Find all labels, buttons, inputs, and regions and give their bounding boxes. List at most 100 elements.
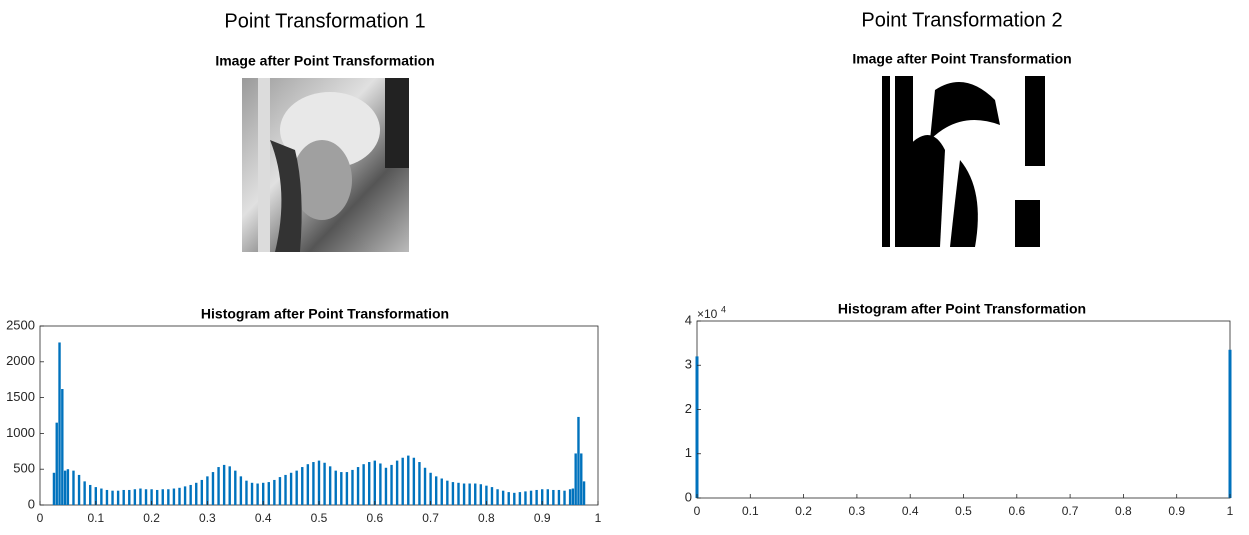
bar [245, 480, 248, 505]
bar [278, 477, 282, 505]
y-tick-label: 2 [685, 401, 692, 416]
bar [368, 462, 371, 505]
bar [379, 463, 382, 505]
y-tick-label: 1 [685, 445, 692, 460]
bar [552, 489, 555, 505]
bar [94, 487, 97, 505]
bar [423, 467, 427, 505]
y-tick-label: 1000 [6, 425, 35, 440]
x-tick-label: 1 [1227, 504, 1234, 518]
bar [468, 483, 471, 505]
bar [189, 484, 192, 505]
bar [55, 422, 58, 505]
bar [128, 489, 131, 505]
bar [695, 356, 699, 498]
y-multiplier-exponent: 4 [721, 304, 726, 314]
bar [356, 467, 360, 505]
bar [312, 462, 315, 505]
bar [568, 489, 572, 505]
bar [395, 460, 399, 505]
bar [228, 466, 231, 505]
bar [239, 476, 243, 505]
bar [317, 460, 321, 505]
y-tick-label: 2000 [6, 353, 35, 368]
bar [122, 489, 125, 505]
bar [577, 416, 580, 505]
bar [451, 482, 455, 505]
bar [362, 464, 365, 505]
bar [334, 470, 337, 505]
bar [295, 470, 298, 505]
bar [457, 482, 460, 505]
bar [133, 489, 137, 505]
bar [234, 470, 237, 505]
bar [485, 485, 488, 505]
x-tick-label: 0.4 [255, 511, 272, 525]
x-tick-label: 0 [37, 511, 44, 525]
bar [557, 489, 561, 505]
bar [462, 483, 466, 505]
bar [167, 489, 170, 505]
bar [345, 472, 349, 505]
x-tick-label: 0.7 [1062, 504, 1079, 518]
x-tick-label: 0 [694, 504, 701, 518]
bar [535, 489, 538, 505]
image-title: Image after Point Transformation [215, 53, 434, 69]
bar [200, 479, 204, 505]
bar [222, 464, 226, 505]
figure-title: Point Transformation 2 [861, 9, 1062, 31]
bar [52, 472, 56, 505]
figure-title: Point Transformation 1 [224, 10, 425, 32]
bar [217, 467, 220, 505]
image-1 [242, 78, 409, 252]
x-tick-label: 0.1 [742, 504, 759, 518]
y-tick-label: 500 [13, 461, 35, 476]
bar [541, 489, 544, 505]
bar [446, 480, 449, 505]
bar [58, 342, 61, 505]
bar [100, 488, 103, 505]
bar [289, 472, 293, 505]
bar [195, 482, 198, 505]
bar [63, 470, 67, 505]
image-2 [882, 76, 1045, 247]
bar [262, 482, 265, 505]
x-tick-label: 0.2 [795, 504, 812, 518]
bar [111, 490, 114, 505]
bar [351, 469, 354, 505]
y-tick-label: 3 [685, 357, 692, 372]
bar [496, 489, 499, 505]
x-tick-label: 0.9 [1168, 504, 1185, 518]
x-tick-label: 0.9 [534, 511, 551, 525]
y-tick-label: 2500 [6, 317, 35, 332]
bar [306, 464, 310, 505]
x-tick-label: 0.7 [422, 511, 439, 525]
chart-title: Histogram after Point Transformation [201, 306, 449, 322]
bar [267, 482, 270, 505]
bar [412, 457, 416, 505]
y-tick-label: 0 [685, 489, 692, 504]
x-tick-label: 0.3 [849, 504, 866, 518]
bar [183, 486, 187, 505]
bar [574, 453, 577, 505]
x-tick-label: 0.6 [366, 511, 383, 525]
bar [434, 476, 438, 505]
bar [524, 491, 527, 505]
bar [328, 466, 332, 505]
bar [529, 490, 533, 505]
bar [105, 489, 109, 505]
bar [206, 476, 209, 505]
x-tick-label: 0.4 [902, 504, 919, 518]
bar [474, 483, 477, 505]
bar [116, 490, 120, 505]
bar [256, 483, 259, 505]
y-tick-label: 4 [685, 312, 692, 327]
x-tick-label: 0.5 [955, 504, 972, 518]
bar [61, 389, 64, 505]
bar [72, 470, 75, 505]
bar [440, 478, 443, 505]
bar [66, 469, 70, 505]
x-tick-label: 0.8 [478, 511, 495, 525]
bar [479, 484, 483, 505]
